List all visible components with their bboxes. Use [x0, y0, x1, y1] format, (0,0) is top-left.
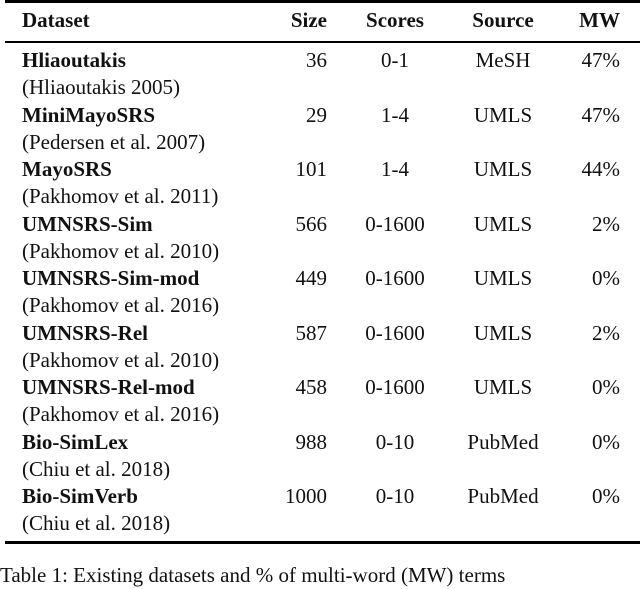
source-value: UMLS	[473, 212, 533, 236]
table-row-citation: (Pakhomov et al. 2010)	[0, 347, 640, 374]
scores-value: 0-10	[375, 484, 415, 508]
size-value: 449	[295, 266, 328, 290]
dataset-citation: (Chiu et al. 2018)	[22, 511, 171, 535]
mw-value: 0%	[592, 484, 620, 508]
dataset-citation: (Pakhomov et al. 2011)	[22, 184, 219, 208]
scores-value: 0-1600	[365, 266, 425, 290]
source-value: UMLS	[473, 375, 533, 399]
table-row: Bio-SimLex 988 0-10 PubMed 0%	[0, 429, 640, 456]
dataset-citation: (Pakhomov et al. 2010)	[22, 239, 220, 263]
dataset-name: Bio-SimVerb	[22, 484, 138, 508]
dataset-citation: (Pakhomov et al. 2010)	[22, 348, 220, 372]
scores-value: 1-4	[381, 157, 409, 181]
dataset-name: MayoSRS	[22, 157, 112, 181]
mw-value: 0%	[592, 430, 620, 454]
dataset-citation: (Pakhomov et al. 2016)	[22, 402, 220, 426]
table-row-citation: (Chiu et al. 2018)	[0, 510, 640, 537]
header-source: Source	[472, 8, 534, 32]
mw-value: 47%	[581, 48, 621, 72]
mw-value: 0%	[592, 266, 620, 290]
header-rule	[5, 41, 640, 43]
scores-value: 0-1	[381, 48, 409, 72]
table-row-citation: (Pedersen et al. 2007)	[0, 129, 640, 156]
source-value: MeSH	[475, 48, 531, 72]
mw-value: 44%	[581, 157, 621, 181]
scores-value: 0-1600	[365, 212, 425, 236]
source-value: PubMed	[467, 484, 539, 508]
table-row-citation: (Pakhomov et al. 2016)	[0, 292, 640, 319]
table-row: UMNSRS-Rel 587 0-1600 UMLS 2%	[0, 320, 640, 347]
table-row: Hliaoutakis 36 0-1 MeSH 47%	[0, 47, 640, 74]
mw-value: 47%	[581, 103, 621, 127]
table-row-citation: (Pakhomov et al. 2011)	[0, 183, 640, 210]
table-row-citation: (Pakhomov et al. 2016)	[0, 401, 640, 428]
source-value: UMLS	[473, 321, 533, 345]
dataset-citation: (Hliaoutakis 2005)	[22, 75, 181, 99]
dataset-name: UMNSRS-Sim-mod	[22, 266, 200, 290]
size-value: 566	[295, 212, 328, 236]
table-row: UMNSRS-Sim-mod 449 0-1600 UMLS 0%	[0, 265, 640, 292]
source-value: PubMed	[467, 430, 539, 454]
top-rule	[5, 0, 640, 3]
table-row: Bio-SimVerb 1000 0-10 PubMed 0%	[0, 483, 640, 510]
table-row: UMNSRS-Rel-mod 458 0-1600 UMLS 0%	[0, 374, 640, 401]
dataset-name: MiniMayoSRS	[22, 103, 156, 127]
size-value: 458	[295, 375, 328, 399]
dataset-name: Hliaoutakis	[22, 48, 126, 72]
size-value: 988	[295, 430, 328, 454]
dataset-name: UMNSRS-Rel-mod	[22, 375, 195, 399]
table-row: MayoSRS 101 1-4 UMLS 44%	[0, 156, 640, 183]
size-value: 1000	[285, 484, 327, 508]
source-value: UMLS	[473, 103, 533, 127]
mw-value: 2%	[592, 212, 620, 236]
table-row: UMNSRS-Sim 566 0-1600 UMLS 2%	[0, 211, 640, 238]
scores-value: 0-1600	[365, 321, 425, 345]
header-dataset: Dataset	[22, 8, 90, 32]
source-value: UMLS	[473, 266, 533, 290]
dataset-name: Bio-SimLex	[22, 430, 129, 454]
size-value: 101	[295, 157, 328, 181]
dataset-name: UMNSRS-Rel	[22, 321, 148, 345]
dataset-citation: (Chiu et al. 2018)	[22, 457, 171, 481]
size-value: 29	[306, 103, 327, 127]
dataset-citation: (Pedersen et al. 2007)	[22, 130, 206, 154]
table-row-citation: (Chiu et al. 2018)	[0, 456, 640, 483]
table-row: MiniMayoSRS 29 1-4 UMLS 47%	[0, 102, 640, 129]
source-value: UMLS	[473, 157, 533, 181]
dataset-name: UMNSRS-Sim	[22, 212, 153, 236]
header-size: Size	[290, 8, 327, 32]
header-scores: Scores	[366, 8, 424, 32]
scores-value: 1-4	[381, 103, 409, 127]
table-row-citation: (Pakhomov et al. 2010)	[0, 238, 640, 265]
table-row-citation: (Hliaoutakis 2005)	[0, 74, 640, 101]
size-value: 587	[295, 321, 328, 345]
table-header-row: Dataset Size Scores Source MW	[0, 7, 640, 34]
mw-value: 0%	[592, 375, 620, 399]
scores-value: 0-10	[375, 430, 415, 454]
mw-value: 2%	[592, 321, 620, 345]
bottom-rule	[5, 541, 640, 544]
size-value: 36	[306, 48, 327, 72]
dataset-citation: (Pakhomov et al. 2016)	[22, 293, 220, 317]
header-mw: MW	[579, 8, 620, 32]
scores-value: 0-1600	[365, 375, 425, 399]
